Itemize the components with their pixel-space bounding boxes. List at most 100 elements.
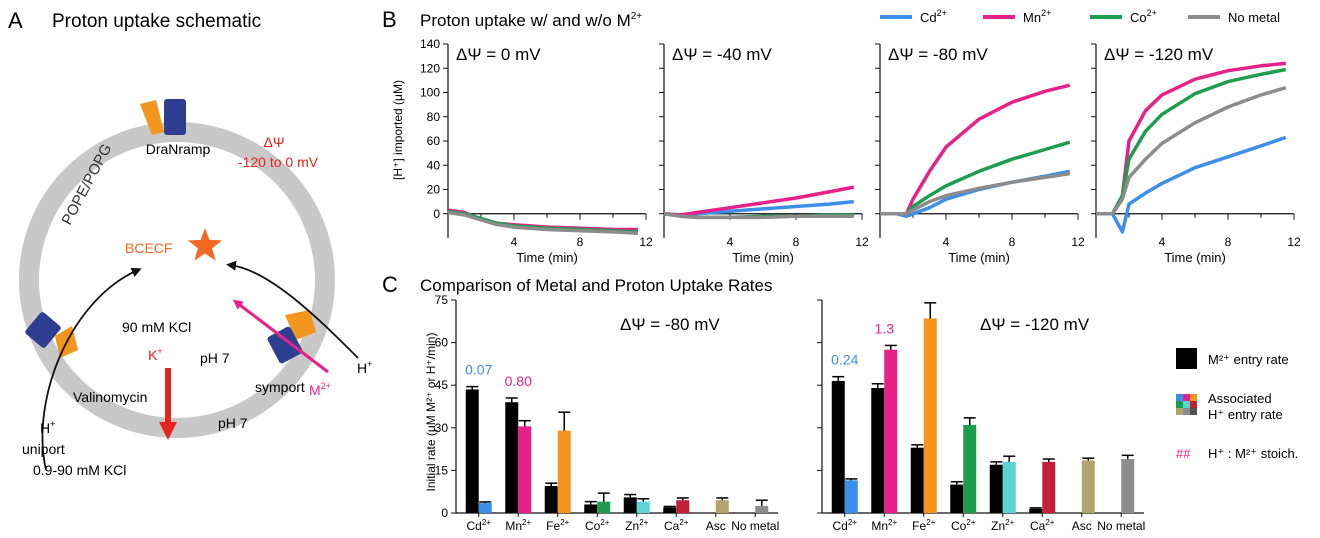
x-tick-label: 12	[855, 235, 869, 249]
metal-entry-bar	[465, 389, 479, 513]
x-tick-label: 12	[1287, 235, 1301, 249]
panel-c: C Comparison of Metal and Proton Uptake …	[382, 272, 1298, 533]
proton-entry-bar	[478, 503, 492, 513]
subplot-title: ΔΨ = -80 mV	[620, 315, 720, 334]
y-tick-label: 0	[433, 207, 440, 221]
panel-b-legend: Cd2+ Mn2+ Co2+ No metal	[880, 8, 1280, 25]
category-label: Cd2+	[833, 518, 858, 533]
legend-label-3: No metal	[1228, 10, 1280, 25]
category-label: Fe2+	[912, 518, 935, 533]
legend-label-2: Co2+	[1130, 8, 1157, 25]
category-label: Ca2+	[664, 518, 689, 533]
metal-entry-bar	[544, 486, 558, 513]
metal-entry-bar	[950, 484, 964, 513]
metal-entry-bar	[1029, 508, 1043, 513]
x-axis-label: Time (min)	[948, 250, 1010, 265]
category-label: Co2+	[585, 518, 610, 533]
y-tick-label: 75	[435, 293, 449, 307]
stoich-value: 1.3	[875, 320, 895, 336]
series-line-3	[447, 210, 638, 235]
category-label: No metal	[1097, 519, 1145, 533]
x-tick-label: 4	[1159, 235, 1166, 249]
bar-chart-1: Cd2+ Mn2+ Fe2+ Co2+ Zn2+ Ca2+ Asc No metal 0.24 1…	[817, 299, 1145, 533]
category-label: Ca2+	[1030, 518, 1055, 533]
stoich-value: 0.80	[505, 373, 532, 389]
x-tick-label: 8	[1009, 235, 1016, 249]
y-tick-label: 60	[427, 134, 441, 148]
series-line-1	[663, 185, 855, 217]
outside-ph-label: pH 7	[218, 415, 248, 431]
symport-metal-arrow	[232, 299, 329, 374]
x-axis-label: Time (min)	[732, 250, 794, 265]
series-line-3	[1096, 86, 1287, 216]
bcecf-star-icon	[187, 228, 223, 261]
uniport-h-label: H+	[40, 419, 55, 436]
category-label: Fe2+	[546, 518, 569, 533]
proton-entry-bar	[884, 349, 898, 513]
x-tick-label: 4	[943, 235, 950, 249]
bar-chart-0: 0 15 30 45 60 75 Cd2+ Mn2+ Fe2+ Co2+ Zn2+ Ca2+ Asc No…	[435, 293, 780, 533]
category-label: Zn2+	[625, 518, 648, 533]
proton-entry-bar	[518, 426, 532, 513]
panel-b-letter: B	[382, 7, 397, 32]
y-tick-label: 120	[420, 61, 440, 75]
panel-c-ylabel: Initial rate (μM M²⁺ or H⁺/min)	[424, 333, 438, 492]
metal-entry-bar	[910, 447, 924, 513]
y-tick-label: 20	[427, 183, 441, 197]
proton-entry-bar	[1042, 461, 1056, 513]
legend-label-1: Mn2+	[1023, 8, 1051, 25]
proton-entry-bar	[715, 500, 729, 513]
metal-entry-bar	[584, 504, 598, 513]
proton-entry-bar	[844, 480, 858, 513]
series-line-0	[1096, 135, 1287, 234]
x-axis-label: Time (min)	[516, 250, 578, 265]
symport-label: symport	[255, 379, 305, 395]
x-tick-label: 12	[1071, 235, 1085, 249]
k-efflux-arrow	[159, 368, 177, 440]
proton-entry-bar	[1002, 461, 1016, 513]
assoc-legend-line1: Associated	[1208, 391, 1272, 406]
category-label: Asc	[706, 519, 726, 533]
panel-c-legend: M²⁺ entry rate Associated H⁺ entry rate …	[1176, 348, 1298, 461]
category-label: Mn2+	[871, 518, 897, 533]
y-tick-label: 40	[427, 158, 441, 172]
inside-kcl-label: 90 mM KCl	[122, 319, 191, 335]
uniport-arrow	[41, 267, 142, 471]
panel-b-ylabel: [H⁺] imported (μM)	[391, 80, 405, 180]
stoich-legend-mark: ##	[1176, 446, 1191, 461]
y-tick-label: 30	[435, 421, 449, 435]
y-tick-label: 15	[435, 463, 449, 477]
line-chart-1: 4 8 12 Time (min) ΔΨ = -40 mV	[659, 43, 869, 265]
y-tick-label: 140	[420, 37, 440, 51]
category-label: Zn2+	[991, 518, 1014, 533]
proton-entry-bar	[597, 501, 611, 513]
metal-entry-bar	[623, 497, 637, 513]
x-tick-label: 8	[577, 235, 584, 249]
x-axis-label: Time (min)	[1164, 250, 1226, 265]
metal-entry-bar	[663, 507, 677, 513]
bcecf-label: BCECF	[125, 240, 172, 256]
panel-c-letter: C	[382, 272, 398, 297]
metal-entry-bar	[989, 464, 1003, 513]
metal-entry-bar	[831, 380, 845, 513]
proton-entry-bar	[1121, 459, 1135, 513]
subplot-title: ΔΨ = -120 mV	[980, 315, 1090, 334]
category-label: Asc	[1072, 519, 1092, 533]
line-chart-3: 4 8 12 Time (min) ΔΨ = -120 mV	[1091, 43, 1301, 265]
metal-entry-bar	[871, 388, 885, 513]
y-tick-label: 60	[435, 336, 449, 350]
assoc-legend-line2: H⁺ entry rate	[1208, 407, 1283, 422]
symport-h-label: H+	[357, 359, 372, 376]
stoich-legend-label: H⁺ : M²⁺ stoich.	[1208, 446, 1298, 461]
y-tick-label: 100	[420, 86, 440, 100]
metal-entry-bar	[505, 402, 519, 513]
proton-entry-bar	[755, 505, 769, 513]
proton-entry-swatch	[1176, 394, 1197, 415]
proton-entry-bar	[636, 501, 650, 513]
subplot-title: ΔΨ = -120 mV	[1104, 45, 1214, 64]
symport-protein	[267, 310, 316, 364]
panel-c-title: Comparison of Metal and Proton Uptake Ra…	[420, 276, 772, 295]
x-tick-label: 8	[793, 235, 800, 249]
legend-label-0: Cd2+	[920, 8, 947, 25]
dranramp-label: DraNramp	[146, 141, 211, 157]
